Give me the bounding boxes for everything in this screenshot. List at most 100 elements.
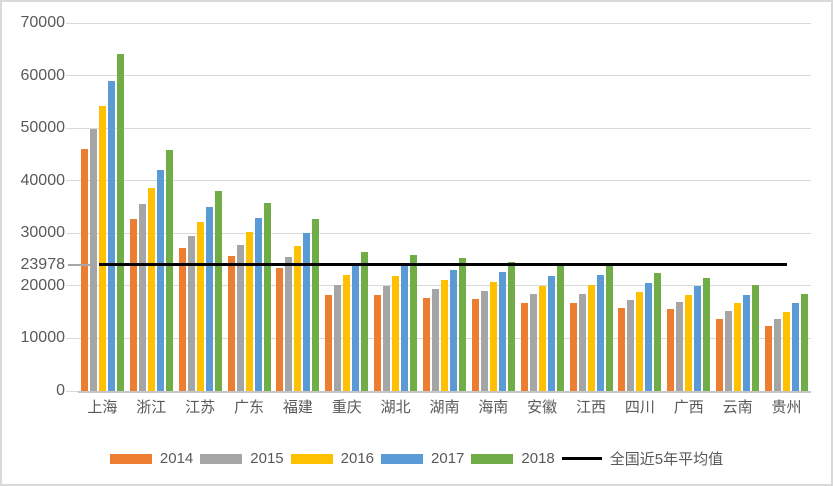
legend-item-2015: 2015	[200, 450, 284, 467]
bar-2017-浙江	[156, 169, 164, 391]
bar-2014-湖北	[374, 294, 382, 391]
y-axis-tick-30000	[66, 232, 78, 234]
bar-2015-四川	[627, 300, 635, 391]
legend-item-2017: 2017	[381, 450, 464, 467]
x-axis-label-海南: 海南	[478, 399, 509, 416]
bar-2018-广东	[263, 202, 271, 391]
gridline-60000	[78, 75, 811, 77]
bar-2017-云南	[743, 294, 751, 391]
legend-item-2014: 2014	[109, 450, 193, 467]
bar-2017-贵州	[791, 303, 799, 391]
x-axis-label-广东: 广东	[234, 399, 265, 416]
bar-2014-重庆	[325, 294, 333, 391]
bar-2014-广西	[667, 309, 675, 391]
y-axis-tick-0	[66, 390, 78, 392]
average-line-leader-tick	[68, 263, 96, 266]
bar-2018-安徽	[556, 264, 564, 391]
x-axis-labels: 上海 浙江 江苏 广东 福建 重庆 湖北 湖南 海南 安徽 江西 四川 广西 云南 贵州	[78, 398, 811, 418]
legend-item-2016: 2016	[290, 450, 375, 467]
bar-2014-浙江	[129, 219, 137, 391]
x-axis-label-重庆: 重庆	[331, 399, 362, 416]
bar-2014-福建	[276, 268, 284, 391]
bar-2015-福建	[285, 257, 293, 391]
bar-2015-广西	[676, 302, 684, 391]
bar-2015-浙江	[138, 204, 146, 391]
bar-2015-湖北	[383, 285, 391, 391]
bar-2014-广东	[227, 255, 235, 391]
bar-group-福建	[273, 23, 322, 391]
legend-swatch-2016	[290, 453, 333, 464]
y-axis-tick-70000	[66, 22, 78, 24]
bar-2015-贵州	[773, 319, 781, 391]
y-axis-label-average-value: 23978	[20, 255, 66, 273]
bar-2017-重庆	[352, 264, 360, 391]
bar-2016-云南	[734, 303, 742, 391]
bar-2017-安徽	[547, 276, 555, 391]
bar-group-江苏	[176, 23, 225, 391]
bar-2016-湖北	[392, 276, 400, 391]
bar-2018-湖北	[410, 255, 418, 391]
plot-area	[68, 22, 811, 393]
bar-2016-海南	[489, 282, 497, 391]
bar-2017-四川	[645, 282, 653, 391]
bar-group-云南	[713, 23, 762, 391]
gridline-30000	[78, 232, 811, 234]
legend-label-2017: 2017	[431, 450, 465, 467]
bar-2016-广东	[245, 231, 253, 391]
y-axis-tick-20000	[66, 285, 78, 287]
legend-swatch-2018	[471, 453, 514, 464]
bar-2016-福建	[294, 245, 302, 391]
y-axis-label-30000: 30000	[20, 224, 66, 242]
bar-2016-四川	[636, 292, 644, 391]
bar-2018-海南	[507, 261, 515, 391]
bar-2017-广东	[254, 217, 262, 391]
bar-2016-贵州	[782, 311, 790, 391]
bar-2018-江西	[605, 264, 613, 391]
bar-2016-安徽	[538, 285, 546, 391]
legend-average-label: 全国近5年平均值	[609, 451, 724, 468]
x-axis-label-浙江: 浙江	[136, 399, 167, 416]
bar-group-安徽	[518, 23, 567, 391]
y-axis-label-10000: 10000	[20, 329, 66, 347]
bar-2015-云南	[725, 310, 733, 391]
bar-2015-江西	[578, 294, 586, 391]
bar-group-广东	[225, 23, 274, 391]
x-axis-label-广西: 广西	[673, 399, 704, 416]
legend-swatch-2017	[381, 453, 424, 464]
x-axis-label-云南: 云南	[722, 399, 753, 416]
y-axis-label-40000: 40000	[20, 171, 66, 189]
bar-group-湖北	[371, 23, 420, 391]
x-axis-label-四川: 四川	[624, 399, 655, 416]
bar-2017-海南	[498, 272, 506, 391]
bar-2014-贵州	[764, 325, 772, 391]
bar-2016-重庆	[343, 275, 351, 391]
bar-2015-江苏	[187, 235, 195, 391]
legend-item-average: 全国近5年平均值	[561, 448, 724, 469]
bar-2015-安徽	[529, 294, 537, 391]
bar-2016-广西	[685, 294, 693, 391]
bar-2017-湖北	[401, 266, 409, 391]
gridline-70000	[78, 22, 811, 24]
bar-2017-湖南	[449, 269, 457, 391]
gridline-50000	[78, 127, 811, 129]
average-line	[99, 263, 787, 267]
legend-label-2016: 2016	[340, 450, 375, 467]
bar-group-浙江	[127, 23, 176, 391]
x-axis-label-湖北: 湖北	[380, 399, 411, 416]
bar-2015-湖南	[431, 289, 439, 391]
legend-swatch-2015	[200, 453, 243, 464]
bar-2015-重庆	[334, 285, 342, 391]
x-axis-label-江西: 江西	[576, 399, 607, 416]
y-axis-label-70000: 70000	[20, 14, 66, 31]
bar-2018-上海	[116, 53, 124, 391]
bar-2018-福建	[312, 219, 320, 391]
y-axis-tick-60000	[66, 75, 78, 77]
y-axis-tick-40000	[66, 180, 78, 182]
bar-2014-江苏	[178, 248, 186, 391]
bar-group-四川	[615, 23, 664, 391]
x-axis-label-江苏: 江苏	[185, 399, 216, 416]
bar-group-重庆	[322, 23, 371, 391]
bar-2016-江西	[587, 285, 595, 391]
bar-2018-广西	[703, 278, 711, 391]
